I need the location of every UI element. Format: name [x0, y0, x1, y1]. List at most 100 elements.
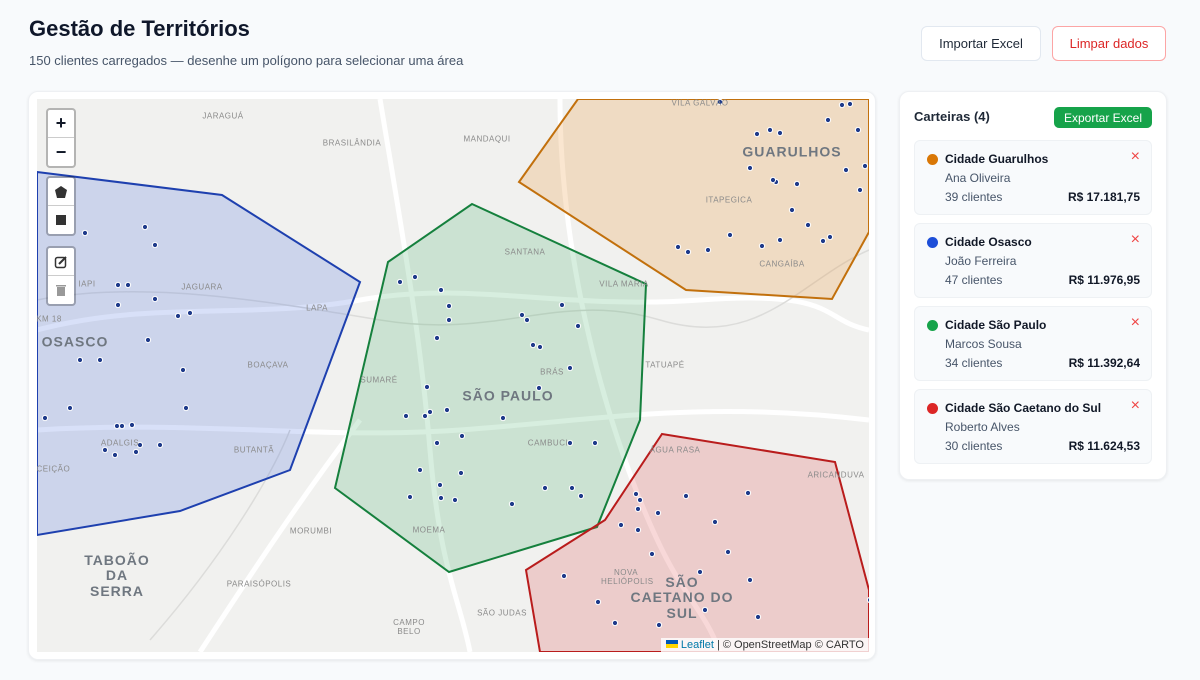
territory-sao-paulo[interactable] — [333, 202, 648, 574]
remove-button[interactable]: × — [1130, 314, 1140, 331]
client-count: 47 clientes — [945, 273, 1003, 287]
place-label: SÃO JUDAS — [477, 608, 527, 618]
place-label: ARICANDUVA — [807, 470, 865, 480]
client-marker — [66, 404, 74, 412]
client-marker — [174, 312, 182, 320]
remove-button[interactable]: × — [1130, 231, 1140, 248]
client-marker — [682, 492, 690, 500]
client-marker — [151, 295, 159, 303]
territory-sao-caetano[interactable] — [524, 432, 869, 652]
place-label: ITAPEGICA — [705, 195, 753, 205]
portfolio-name: Cidade Guarulhos — [945, 152, 1049, 166]
client-marker — [788, 206, 796, 214]
client-marker — [824, 116, 832, 124]
territory-osasco[interactable] — [37, 170, 362, 537]
place-label: TATUAPÉ — [645, 360, 685, 370]
client-marker — [566, 364, 574, 372]
place-label: BUTANTÃ — [233, 445, 275, 455]
client-marker — [458, 432, 466, 440]
client-marker — [445, 302, 453, 310]
client-marker — [402, 412, 410, 420]
color-dot — [927, 237, 938, 248]
attribution-text: | © OpenStreetMap © CARTO — [716, 639, 864, 651]
place-label: SÃO PAULO — [462, 387, 554, 404]
place-label: OSASCO — [41, 333, 109, 350]
client-marker — [423, 383, 431, 391]
place-label: ICEIÇÃO — [37, 464, 71, 474]
client-marker — [617, 521, 625, 529]
client-marker — [577, 492, 585, 500]
portfolio-total: R$ 11.624,53 — [1068, 439, 1140, 453]
place-label: GUARULHOS — [742, 143, 842, 160]
client-marker — [684, 248, 692, 256]
panel-title: Carteiras (4) — [914, 109, 990, 124]
client-marker — [114, 281, 122, 289]
client-marker — [128, 421, 136, 429]
zoom-in[interactable]: + — [48, 110, 74, 138]
client-marker — [96, 356, 104, 364]
client-marker — [753, 130, 761, 138]
client-marker — [726, 231, 734, 239]
clear-button[interactable]: Limpar dados — [1052, 26, 1166, 61]
map-layer — [37, 99, 869, 652]
leaflet-link[interactable]: Leaflet — [680, 639, 714, 651]
client-marker — [866, 597, 869, 603]
export-button[interactable]: Exportar Excel — [1054, 107, 1152, 128]
zoom-out[interactable]: − — [55, 141, 67, 162]
portfolio-owner: Ana Oliveira — [945, 171, 1011, 185]
client-marker — [76, 356, 84, 364]
draw-polygon[interactable] — [48, 178, 74, 206]
client-marker — [411, 273, 419, 281]
client-marker — [793, 180, 801, 188]
territory-guarulhos[interactable] — [517, 99, 869, 301]
remove-button[interactable]: × — [1130, 397, 1140, 414]
client-marker — [856, 186, 864, 194]
edit-layers[interactable] — [48, 248, 74, 276]
delete-layers[interactable] — [48, 276, 74, 304]
client-marker — [711, 518, 719, 526]
place-label: ADALGIS — [100, 438, 140, 448]
client-marker — [648, 550, 656, 558]
client-marker — [81, 229, 89, 237]
client-marker — [529, 341, 537, 349]
client-marker — [566, 439, 574, 447]
place-label: IAPI — [78, 279, 96, 289]
client-marker — [560, 572, 568, 580]
client-marker — [568, 484, 576, 492]
client-marker — [156, 441, 164, 449]
client-marker — [842, 166, 850, 174]
client-marker — [574, 322, 582, 330]
place-label: SÃO CAETANO DO SUL — [630, 573, 734, 621]
place-label: KM 18 — [37, 314, 62, 324]
client-marker — [701, 606, 709, 614]
polygon-icon — [55, 185, 67, 198]
color-dot — [927, 403, 938, 414]
portfolio-owner: Marcos Sousa — [945, 337, 1022, 351]
client-marker — [776, 236, 784, 244]
client-marker — [182, 404, 190, 412]
client-marker — [766, 126, 774, 134]
portfolio-owner: João Ferreira — [945, 254, 1017, 268]
remove-button[interactable]: × — [1130, 148, 1140, 165]
client-marker — [421, 412, 429, 420]
portfolio-name: Cidade São Paulo — [945, 318, 1047, 332]
client-marker — [518, 311, 526, 319]
place-label: CAMBUCI — [527, 438, 569, 448]
map[interactable]: JARAGUÁ BRASILÂNDIA MANDAQUI VILA GALVÃO GUA… — [37, 99, 869, 652]
portfolio-name: Cidade São Caetano do Sul — [945, 401, 1102, 415]
client-marker — [594, 598, 602, 606]
client-marker — [436, 481, 444, 489]
place-label: VILA MARIA — [599, 279, 649, 289]
attribution: Leaflet | © OpenStreetMap © CARTO — [660, 638, 869, 652]
rectangle-icon — [56, 215, 66, 225]
client-marker — [636, 496, 644, 504]
client-marker — [141, 223, 149, 231]
import-button[interactable]: Importar Excel — [921, 26, 1041, 61]
client-marker — [144, 336, 152, 344]
client-marker — [541, 484, 549, 492]
client-marker — [186, 309, 194, 317]
draw-rectangle[interactable] — [48, 206, 74, 234]
client-marker — [426, 408, 434, 416]
client-marker — [758, 242, 766, 250]
client-marker — [406, 493, 414, 501]
